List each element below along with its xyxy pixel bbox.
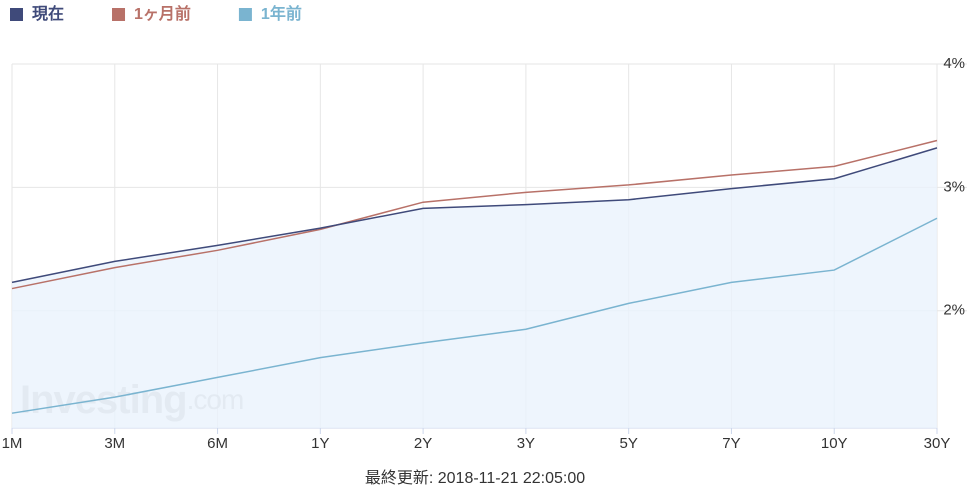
series-line — [11, 147, 938, 284]
legend-label: 1年前 — [261, 4, 302, 23]
x-tick-label: 7Y — [722, 435, 740, 452]
footer: 最終更新: 2018-11-21 22:05:00 — [365, 469, 585, 487]
series-line — [11, 217, 938, 414]
y-tick-label: 2% — [943, 302, 965, 319]
legend-swatch — [112, 8, 126, 21]
x-tick-label: 3M — [104, 435, 125, 452]
legend-swatch — [238, 8, 252, 21]
x-tick-label: 6M — [207, 435, 228, 452]
series-line — [11, 139, 938, 290]
area — [12, 147, 937, 428]
x-tick-label: 5Y — [619, 435, 637, 452]
x-tick-label: 10Y — [821, 435, 848, 452]
y-tick-label: 4% — [943, 55, 965, 72]
legend-label: 1ヶ月前 — [134, 4, 191, 23]
x-tick-label: 1M — [2, 435, 23, 452]
x-tick-label: 1Y — [311, 435, 329, 452]
legend-swatch — [10, 8, 23, 21]
legend-label: 現在 — [32, 4, 64, 23]
x-tick-label: 3Y — [517, 435, 535, 452]
x-tick-label: 2Y — [414, 435, 432, 452]
x-tick-label: 30Y — [924, 435, 951, 452]
y-tick-label: 3% — [943, 178, 965, 195]
